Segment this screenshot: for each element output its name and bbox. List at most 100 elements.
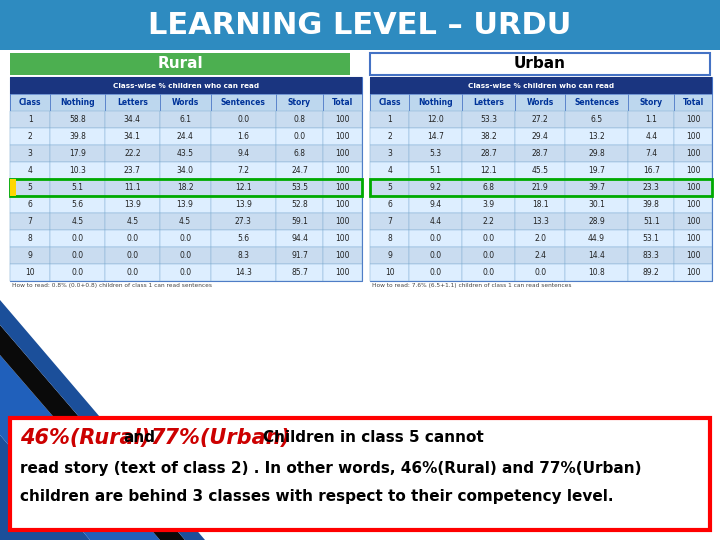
FancyBboxPatch shape <box>160 94 211 111</box>
FancyBboxPatch shape <box>462 247 516 264</box>
Text: and: and <box>123 430 155 445</box>
Text: 9.4: 9.4 <box>430 200 442 209</box>
Text: 39.8: 39.8 <box>69 132 86 141</box>
FancyBboxPatch shape <box>276 162 323 179</box>
Text: 6.1: 6.1 <box>179 115 191 124</box>
FancyBboxPatch shape <box>50 128 105 145</box>
Text: Total: Total <box>332 98 354 107</box>
Text: Rural: Rural <box>157 57 203 71</box>
FancyBboxPatch shape <box>50 230 105 247</box>
Text: 2: 2 <box>28 132 32 141</box>
FancyBboxPatch shape <box>675 162 712 179</box>
FancyBboxPatch shape <box>370 53 710 75</box>
Text: Urban: Urban <box>514 57 566 71</box>
FancyBboxPatch shape <box>276 264 323 281</box>
Text: 10.8: 10.8 <box>588 268 605 277</box>
FancyBboxPatch shape <box>10 77 362 281</box>
FancyBboxPatch shape <box>10 196 50 213</box>
FancyBboxPatch shape <box>105 111 160 128</box>
Text: 100: 100 <box>686 132 701 141</box>
FancyBboxPatch shape <box>211 111 276 128</box>
Text: 6: 6 <box>387 200 392 209</box>
Text: How to read: 7.6% (6.5+1.1) children of class 1 can read sentences: How to read: 7.6% (6.5+1.1) children of … <box>372 283 572 288</box>
FancyBboxPatch shape <box>370 230 410 247</box>
FancyBboxPatch shape <box>50 247 105 264</box>
FancyBboxPatch shape <box>675 213 712 230</box>
Text: 44.9: 44.9 <box>588 234 605 243</box>
Text: 0.0: 0.0 <box>72 251 84 260</box>
Text: 58.8: 58.8 <box>69 115 86 124</box>
Text: Children in class 5 cannot: Children in class 5 cannot <box>263 430 484 445</box>
FancyBboxPatch shape <box>105 128 160 145</box>
FancyBboxPatch shape <box>105 196 160 213</box>
FancyBboxPatch shape <box>10 145 50 162</box>
FancyBboxPatch shape <box>516 128 565 145</box>
FancyBboxPatch shape <box>462 196 516 213</box>
FancyBboxPatch shape <box>675 128 712 145</box>
FancyBboxPatch shape <box>410 230 462 247</box>
Text: 23.3: 23.3 <box>643 183 660 192</box>
Text: 89.2: 89.2 <box>643 268 660 277</box>
Text: 2.4: 2.4 <box>534 251 546 260</box>
Text: 27.2: 27.2 <box>532 115 549 124</box>
FancyBboxPatch shape <box>462 162 516 179</box>
FancyBboxPatch shape <box>276 94 323 111</box>
Text: 28.7: 28.7 <box>532 149 549 158</box>
Text: 4.5: 4.5 <box>179 217 192 226</box>
Text: 29.8: 29.8 <box>588 149 605 158</box>
FancyBboxPatch shape <box>10 94 50 111</box>
FancyBboxPatch shape <box>462 264 516 281</box>
FancyBboxPatch shape <box>160 213 211 230</box>
Text: 4: 4 <box>387 166 392 175</box>
FancyBboxPatch shape <box>160 264 211 281</box>
FancyBboxPatch shape <box>105 145 160 162</box>
FancyBboxPatch shape <box>276 179 323 196</box>
FancyBboxPatch shape <box>629 94 675 111</box>
Text: Total: Total <box>683 98 704 107</box>
FancyBboxPatch shape <box>50 196 105 213</box>
Text: 12.1: 12.1 <box>480 166 497 175</box>
FancyBboxPatch shape <box>276 213 323 230</box>
FancyBboxPatch shape <box>565 179 629 196</box>
FancyBboxPatch shape <box>211 162 276 179</box>
FancyBboxPatch shape <box>516 264 565 281</box>
Text: 0.0: 0.0 <box>483 234 495 243</box>
FancyBboxPatch shape <box>410 111 462 128</box>
Text: 0.8: 0.8 <box>294 115 305 124</box>
Text: 18.2: 18.2 <box>177 183 194 192</box>
Text: 34.0: 34.0 <box>176 166 194 175</box>
FancyBboxPatch shape <box>410 196 462 213</box>
Text: 23.7: 23.7 <box>124 166 140 175</box>
Text: 30.1: 30.1 <box>588 200 605 209</box>
Text: 59.1: 59.1 <box>291 217 308 226</box>
Text: 39.8: 39.8 <box>643 200 660 209</box>
Text: Class-wise % children who can read: Class-wise % children who can read <box>113 83 259 89</box>
Text: 7.2: 7.2 <box>237 166 249 175</box>
FancyBboxPatch shape <box>516 94 565 111</box>
FancyBboxPatch shape <box>160 247 211 264</box>
FancyBboxPatch shape <box>629 264 675 281</box>
FancyBboxPatch shape <box>675 230 712 247</box>
FancyBboxPatch shape <box>10 418 710 530</box>
Text: 5.1: 5.1 <box>430 166 442 175</box>
Text: 100: 100 <box>686 251 701 260</box>
FancyBboxPatch shape <box>370 196 410 213</box>
Text: 38.2: 38.2 <box>480 132 498 141</box>
Text: 1.1: 1.1 <box>645 115 657 124</box>
Polygon shape <box>0 325 185 540</box>
FancyBboxPatch shape <box>211 247 276 264</box>
Text: Letters: Letters <box>474 98 504 107</box>
Text: 10: 10 <box>25 268 35 277</box>
FancyBboxPatch shape <box>370 77 712 281</box>
FancyBboxPatch shape <box>10 264 50 281</box>
Text: 17.9: 17.9 <box>69 149 86 158</box>
Text: 9: 9 <box>28 251 32 260</box>
FancyBboxPatch shape <box>50 213 105 230</box>
Text: 43.5: 43.5 <box>176 149 194 158</box>
Text: 4.4: 4.4 <box>645 132 657 141</box>
FancyBboxPatch shape <box>410 162 462 179</box>
Text: 51.1: 51.1 <box>643 217 660 226</box>
FancyBboxPatch shape <box>211 230 276 247</box>
FancyBboxPatch shape <box>276 247 323 264</box>
Text: How to read: 0.8% (0.0+0.8) children of class 1 can read sentences: How to read: 0.8% (0.0+0.8) children of … <box>12 283 212 288</box>
